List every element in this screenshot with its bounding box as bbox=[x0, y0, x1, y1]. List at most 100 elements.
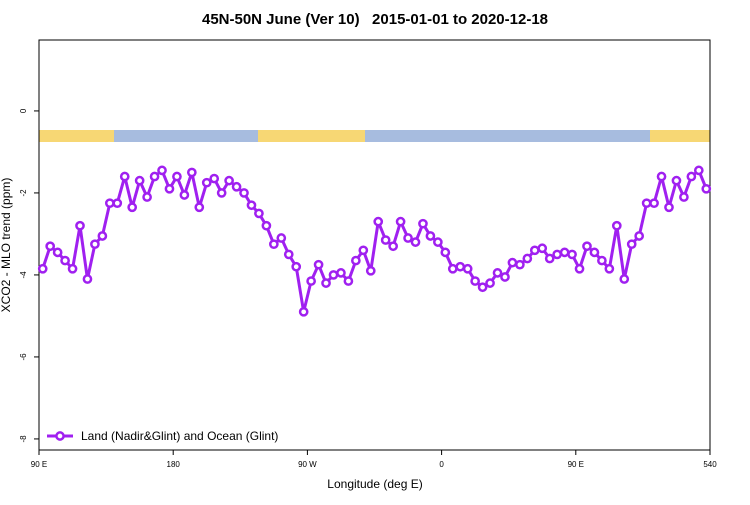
data-point bbox=[298, 306, 309, 317]
data-point bbox=[388, 241, 398, 252]
data-point bbox=[67, 263, 78, 274]
data-point bbox=[619, 274, 630, 284]
data-point bbox=[515, 259, 525, 270]
data-point bbox=[45, 241, 56, 252]
data-point bbox=[201, 177, 212, 188]
data-point bbox=[216, 188, 227, 198]
data-point bbox=[500, 272, 510, 282]
data-point bbox=[589, 247, 600, 258]
x-axis-label: Longitude (deg E) bbox=[327, 477, 422, 491]
y-tick-label: 0 bbox=[19, 108, 28, 113]
data-point bbox=[164, 183, 175, 194]
y-tick-label: -8 bbox=[19, 435, 28, 443]
land-strip bbox=[39, 130, 114, 142]
data-point bbox=[269, 239, 279, 250]
data-point bbox=[418, 218, 428, 229]
data-point bbox=[686, 171, 697, 182]
data-point bbox=[358, 245, 369, 256]
data-point bbox=[522, 253, 533, 264]
data-point bbox=[239, 188, 249, 198]
data-point bbox=[679, 192, 689, 202]
data-point bbox=[634, 231, 645, 241]
land-strip bbox=[650, 130, 710, 142]
data-point bbox=[507, 257, 518, 268]
data-point bbox=[604, 263, 615, 274]
data-point bbox=[477, 282, 488, 293]
data-point bbox=[112, 198, 123, 209]
y-tick-label: -4 bbox=[19, 271, 28, 279]
data-point bbox=[664, 202, 674, 213]
data-point bbox=[179, 190, 190, 200]
data-point bbox=[313, 259, 324, 270]
data-point bbox=[649, 198, 659, 209]
data-point bbox=[224, 175, 234, 186]
data-point bbox=[537, 243, 548, 254]
data-point bbox=[440, 247, 451, 258]
data-point bbox=[447, 263, 458, 274]
data-point bbox=[641, 198, 652, 209]
data-point bbox=[455, 261, 466, 272]
data-point bbox=[37, 263, 48, 274]
data-point bbox=[365, 265, 376, 276]
data-point bbox=[246, 200, 257, 211]
data-point bbox=[261, 220, 272, 231]
data-point bbox=[552, 249, 563, 260]
data-point bbox=[149, 171, 160, 182]
data-point bbox=[380, 235, 391, 245]
data-point bbox=[254, 208, 264, 219]
data-point bbox=[291, 261, 302, 272]
data-point bbox=[157, 165, 167, 176]
data-point bbox=[343, 276, 354, 286]
x-tick-label: 90 E bbox=[31, 460, 47, 469]
land-strip bbox=[258, 130, 365, 142]
data-point bbox=[373, 216, 384, 227]
data-point bbox=[283, 249, 294, 260]
data-point bbox=[75, 220, 85, 231]
data-point bbox=[104, 198, 115, 209]
x-tick-label: 0 bbox=[439, 460, 444, 469]
chart-title: 45N-50N June (Ver 10) 2015-01-01 to 2020… bbox=[202, 11, 548, 28]
x-tick-label: 90 E bbox=[568, 460, 584, 469]
data-point bbox=[470, 276, 480, 286]
data-point bbox=[351, 255, 361, 266]
data-point bbox=[582, 241, 592, 252]
data-point bbox=[462, 263, 473, 274]
data-point bbox=[186, 167, 197, 178]
data-point bbox=[231, 181, 242, 192]
data-point bbox=[611, 220, 622, 231]
data-point bbox=[403, 233, 413, 243]
x-tick-label: 180 bbox=[167, 460, 181, 469]
data-point bbox=[321, 278, 331, 288]
data-point bbox=[336, 268, 346, 278]
data-point bbox=[90, 239, 100, 250]
data-point bbox=[395, 216, 406, 227]
x-tick-label: 90 W bbox=[298, 460, 317, 469]
data-point bbox=[209, 173, 220, 184]
y-axis-label: XCO2 - MLO trend (ppm) bbox=[0, 178, 13, 313]
data-point bbox=[626, 239, 637, 250]
data-point bbox=[194, 202, 205, 213]
legend-label: Land (Nadir&Glint) and Ocean (Glint) bbox=[81, 429, 278, 443]
data-point bbox=[97, 231, 108, 241]
plot-frame bbox=[38, 39, 711, 451]
data-point bbox=[544, 253, 555, 264]
data-point bbox=[306, 276, 316, 286]
data-point bbox=[60, 255, 70, 266]
data-point bbox=[485, 278, 495, 288]
data-point bbox=[567, 249, 577, 260]
ocean-strip bbox=[39, 130, 710, 142]
data-point bbox=[276, 233, 287, 243]
data-point bbox=[574, 263, 585, 274]
map-strip bbox=[39, 130, 710, 142]
data-point bbox=[142, 192, 152, 202]
data-point bbox=[328, 270, 339, 280]
legend-marker bbox=[55, 431, 65, 441]
data-point bbox=[433, 237, 443, 247]
data-point bbox=[656, 171, 667, 182]
data-point bbox=[693, 165, 704, 176]
data-point bbox=[671, 175, 682, 186]
data-point bbox=[127, 202, 138, 213]
data-point bbox=[425, 231, 436, 241]
y-tick-label: -2 bbox=[19, 189, 28, 197]
